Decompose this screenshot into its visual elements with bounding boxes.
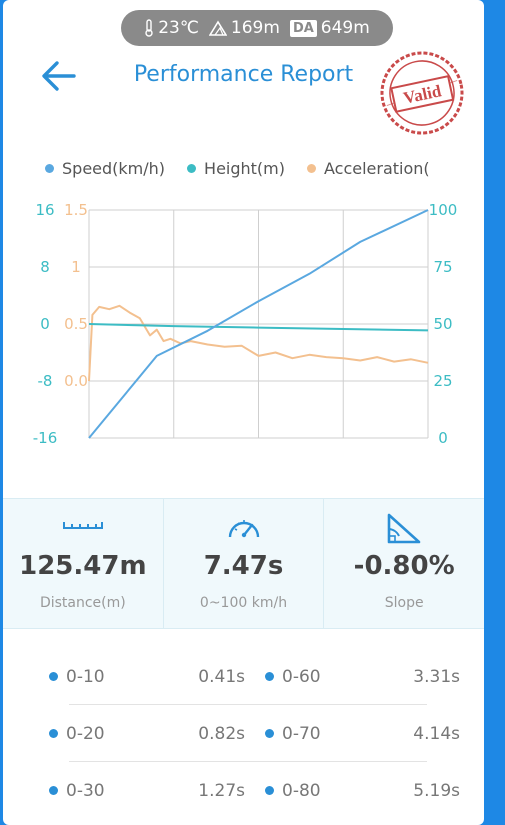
back-button[interactable]	[39, 58, 79, 94]
split-range: 0-10	[66, 667, 105, 687]
stat-slope: -0.80% Slope	[324, 499, 484, 628]
speed-tick-label: 75	[433, 258, 452, 276]
split-time: 0.41s	[198, 667, 245, 687]
acceleration-tick-label: 1.5	[64, 201, 88, 219]
split-dot	[265, 786, 274, 795]
acceleration-series-line	[88, 304, 429, 382]
environment-pill: 23℃ 169m DA 649m	[121, 10, 393, 46]
split-time: 3.31s	[413, 667, 460, 687]
legend-speed-dot	[45, 163, 54, 173]
altitude-value: 169m	[230, 18, 280, 38]
row-divider	[69, 761, 427, 762]
split-item-0-30[interactable]: 0-30 1.27s	[49, 769, 245, 825]
distance-value: 125.47m	[19, 551, 147, 581]
density-altitude-value: 649m	[320, 18, 370, 38]
legend-speed[interactable]: Speed(km/h)	[45, 156, 165, 180]
legend-height-label: Height(m)	[204, 158, 285, 178]
height-series-line	[88, 323, 429, 332]
legend-height-dot	[187, 163, 197, 173]
speed-tick-label: 25	[433, 372, 452, 390]
acceleration-time-value: 7.47s	[203, 551, 284, 581]
chart-legend: Speed(km/h) Height(m) Acceleration(	[45, 156, 484, 180]
height-tick-label: -8	[38, 372, 53, 390]
performance-chart: 16 8 0 -8 -16 1.5 1 0.5 0.0 100 75 50 25 0	[33, 201, 458, 447]
density-altitude-item: DA 649m	[289, 18, 370, 38]
legend-speed-label: Speed(km/h)	[62, 158, 166, 178]
slope-icon	[387, 513, 421, 544]
speed-tick-label: 0	[438, 429, 448, 447]
slope-value: -0.80%	[353, 551, 455, 581]
slope-label: Slope	[384, 595, 424, 611]
stat-distance: 125.47m Distance(m)	[3, 499, 164, 628]
speed-tick-label: 100	[429, 201, 458, 219]
temperature-item: 23℃	[144, 18, 199, 38]
split-time: 1.27s	[198, 781, 245, 801]
split-range: 0-20	[66, 724, 105, 744]
da-badge: DA	[289, 19, 317, 37]
ruler-icon	[62, 522, 103, 529]
speedometer-icon	[228, 520, 259, 538]
mountain-icon	[208, 20, 227, 36]
split-item-0-70[interactable]: 0-70 4.14s	[265, 712, 460, 768]
split-dot	[49, 729, 58, 738]
split-dot	[265, 672, 274, 681]
split-item-0-10[interactable]: 0-10 0.41s	[49, 655, 245, 711]
split-dot	[49, 672, 58, 681]
split-row: 0-20 0.82s 0-70 4.14s	[3, 712, 484, 768]
height-tick-label: 0	[40, 315, 50, 333]
split-item-0-80[interactable]: 0-80 5.19s	[265, 769, 460, 825]
split-row: 0-10 0.41s 0-60 3.31s	[3, 655, 484, 711]
split-time: 5.19s	[413, 781, 460, 801]
split-row: 0-30 1.27s 0-80 5.19s	[3, 769, 484, 825]
split-range: 0-80	[282, 781, 321, 801]
back-arrow-icon	[42, 61, 76, 91]
altitude-item: 169m	[208, 18, 280, 38]
height-tick-label: -16	[33, 429, 58, 447]
report-card: 23℃ 169m DA 649m Performance Report Vali…	[3, 0, 484, 825]
split-item-0-60[interactable]: 0-60 3.31s	[265, 655, 460, 711]
acceleration-tick-label: 0.0	[64, 372, 88, 390]
height-tick-label: 8	[40, 258, 50, 276]
acceleration-tick-label: 0.5	[64, 315, 88, 333]
acceleration-time-label: 0~100 km/h	[199, 595, 288, 611]
thermometer-icon	[145, 19, 153, 37]
stat-acceleration-time: 7.47s 0~100 km/h	[164, 499, 325, 628]
split-range: 0-30	[66, 781, 105, 801]
legend-acceleration-dot	[307, 163, 316, 173]
split-time: 4.14s	[413, 724, 460, 744]
valid-stamp: Valid	[380, 51, 464, 135]
split-time: 0.82s	[198, 724, 245, 744]
speed-tick-label: 50	[433, 315, 452, 333]
split-range: 0-60	[282, 667, 321, 687]
temperature-value: 23℃	[158, 18, 199, 38]
legend-acceleration[interactable]: Acceleration(	[307, 156, 430, 180]
height-tick-label: 16	[35, 201, 54, 219]
split-item-0-20[interactable]: 0-20 0.82s	[49, 712, 245, 768]
page-title: Performance Report	[133, 62, 354, 87]
speed-series-line	[88, 209, 429, 439]
split-dot	[49, 786, 58, 795]
distance-label: Distance(m)	[39, 595, 126, 611]
stats-panel: 125.47m Distance(m) 7.47s 0~100 km/h	[3, 498, 484, 629]
legend-height[interactable]: Height(m)	[187, 156, 285, 180]
split-dot	[265, 729, 274, 738]
legend-acceleration-label: Acceleration(	[324, 158, 430, 178]
split-range: 0-70	[282, 724, 321, 744]
row-divider	[69, 704, 427, 705]
acceleration-tick-label: 1	[71, 258, 81, 276]
